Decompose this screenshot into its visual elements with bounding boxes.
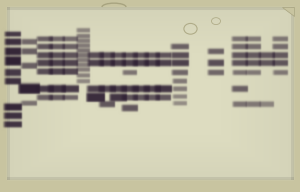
Polygon shape: [282, 7, 294, 16]
